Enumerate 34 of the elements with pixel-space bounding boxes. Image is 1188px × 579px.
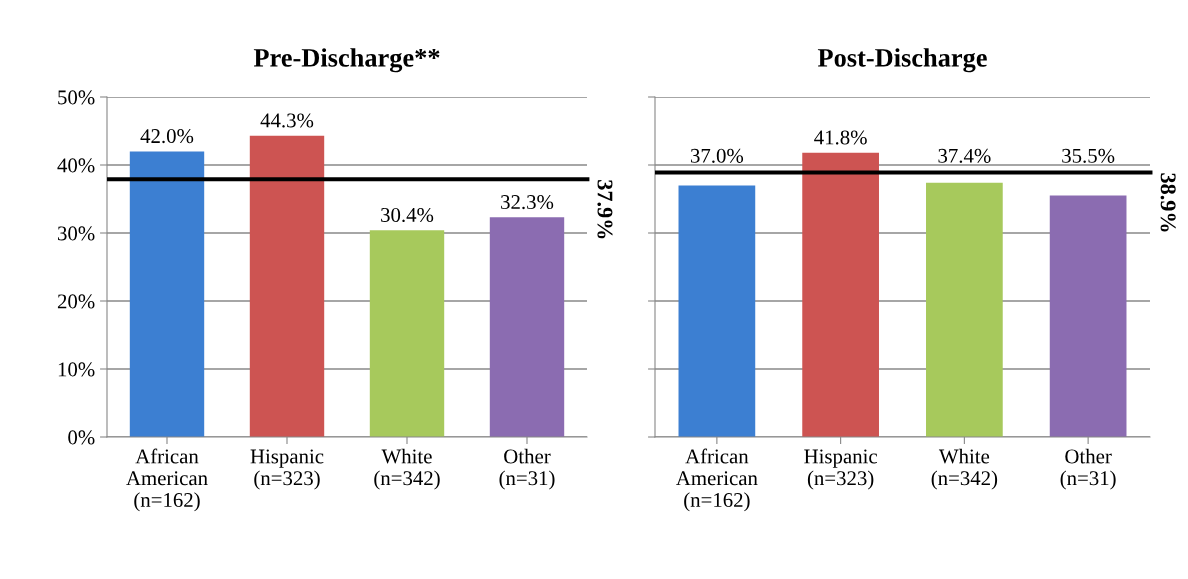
data-label: 42.0%: [140, 129, 194, 144]
ref-line-label: 37.9%: [597, 180, 613, 239]
ref-line-label: 38.9%: [1160, 173, 1176, 232]
y-tick-label: 20%: [57, 294, 95, 309]
x-tick-label: Hispanic (n=323): [250, 449, 324, 490]
bar: [489, 217, 565, 437]
bar: [678, 185, 756, 437]
x-tick-label: Hispanic (n=323): [804, 449, 878, 490]
y-tick-label: 50%: [58, 90, 95, 105]
chart-title: Pre-Discharge**: [253, 48, 440, 73]
bar: [802, 152, 879, 437]
data-label: 37.4%: [938, 148, 991, 163]
x-tick-label: White (n=342): [374, 448, 440, 490]
data-label: 32.3%: [501, 194, 554, 210]
y-tick-label: 10%: [58, 362, 95, 377]
data-label: 44.3%: [260, 113, 314, 128]
x-tick-label: African American (n=162): [126, 448, 208, 512]
x-tick-label: Other (n=31): [1060, 448, 1116, 490]
data-label: 35.5%: [1062, 148, 1115, 163]
bar: [1049, 195, 1127, 437]
y-tick-label: 40%: [57, 158, 95, 173]
bar: [129, 151, 205, 437]
data-label: 41.8%: [814, 130, 867, 145]
bar: [249, 135, 325, 437]
y-tick-label: 30%: [58, 226, 95, 241]
bar: [369, 230, 445, 437]
x-tick-label: African American (n=162): [676, 448, 758, 512]
data-label: 37.0%: [690, 148, 744, 163]
x-tick-label: Other (n=31): [499, 448, 555, 490]
x-tick-label: White (n=342): [931, 448, 998, 490]
data-label: 30.4%: [381, 207, 434, 223]
y-tick-label: 0%: [68, 430, 95, 445]
chart-title: Post-Discharge: [817, 48, 987, 73]
bar: [926, 182, 1003, 437]
